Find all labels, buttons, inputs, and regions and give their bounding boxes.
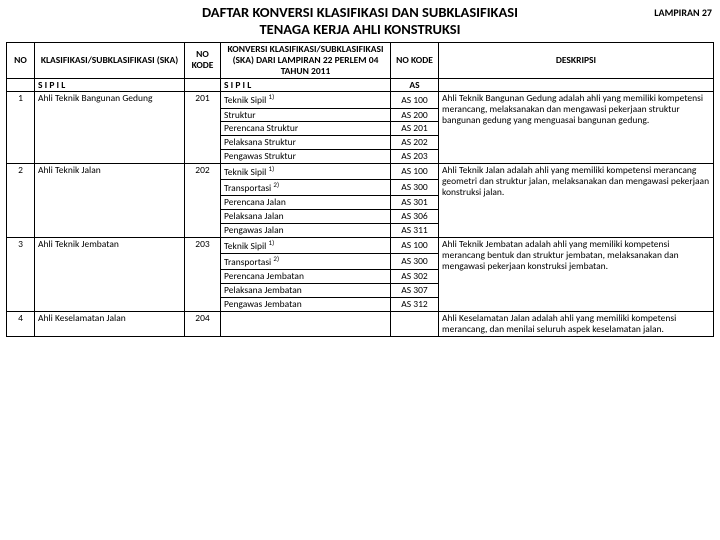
cell-kode2: AS 100	[391, 238, 439, 254]
cell-no: 1	[7, 92, 35, 164]
header: DAFTAR KONVERSI KLASIFIKASI DAN SUBKLASI…	[6, 4, 714, 39]
cell-kode2: AS 100	[391, 92, 439, 108]
cell-konv: Pengawas Jembatan	[221, 298, 391, 312]
cell-konv: Pelaksana Jalan	[221, 210, 391, 224]
table-row: 2Ahli Teknik Jalan202Teknik Sipil 1)AS 1…	[7, 164, 714, 180]
cell-konv: Perencana Jalan	[221, 196, 391, 210]
cell-kode: 202	[185, 164, 221, 238]
conversion-table: NO KLASIFIKASI/SUBKLASIFIKASI (SKA) NO K…	[6, 42, 714, 337]
cat-left: S I P I L	[35, 78, 185, 92]
cell-kode2: AS 202	[391, 136, 439, 150]
cell-konv: Pelaksana Jembatan	[221, 284, 391, 298]
cell-no: 4	[7, 312, 35, 337]
col-kode1: NO KODE	[185, 42, 221, 78]
category-row: S I P I LS I P I LAS	[7, 78, 714, 92]
cell-konv: Perencana Struktur	[221, 122, 391, 136]
cell-kode2: AS 301	[391, 196, 439, 210]
lampiran-label: LAMPIRAN 27	[654, 6, 712, 19]
cell-desc: Ahli Teknik Jembatan adalah ahli yang me…	[439, 238, 714, 312]
cell-kode2: AS 302	[391, 270, 439, 284]
cell-kode2: AS 307	[391, 284, 439, 298]
empty-cell	[185, 78, 221, 92]
cell-kode2: AS 203	[391, 150, 439, 164]
cell-konv: Struktur	[221, 108, 391, 122]
cell-kode2: AS 306	[391, 210, 439, 224]
col-ska: KLASIFIKASI/SUBKLASIFIKASI (SKA)	[35, 42, 185, 78]
page-title: DAFTAR KONVERSI KLASIFIKASI DAN SUBKLASI…	[6, 4, 714, 39]
cell-no: 3	[7, 238, 35, 312]
col-desc: DESKRIPSI	[439, 42, 714, 78]
cell-kode: 203	[185, 238, 221, 312]
cell-desc: Ahli Keselamatan Jalan adalah ahli yang …	[439, 312, 714, 337]
cell-kode: 204	[185, 312, 221, 337]
cell-kode2	[391, 312, 439, 337]
cell-konv	[221, 312, 391, 337]
col-kode2: NO KODE	[391, 42, 439, 78]
cell-konv: Transportasi 2)	[221, 180, 391, 196]
title-line1: DAFTAR KONVERSI KLASIFIKASI DAN SUBKLASI…	[202, 3, 518, 21]
cell-konv: Perencana Jembatan	[221, 270, 391, 284]
cell-konv: Teknik Sipil 1)	[221, 92, 391, 108]
cell-konv: Pelaksana Struktur	[221, 136, 391, 150]
cell-kode2: AS 312	[391, 298, 439, 312]
cell-no: 2	[7, 164, 35, 238]
cell-kode2: AS 100	[391, 164, 439, 180]
cell-kode2: AS 300	[391, 254, 439, 270]
cell-konv: Pengawas Jalan	[221, 224, 391, 238]
empty-cell	[439, 78, 714, 92]
cell-konv: Pengawas Struktur	[221, 150, 391, 164]
cell-kode2: AS 311	[391, 224, 439, 238]
table-row: 1Ahli Teknik Bangunan Gedung201Teknik Si…	[7, 92, 714, 108]
cell-kode2: AS 300	[391, 180, 439, 196]
title-line2: TENAGA KERJA AHLI KONSTRUKSI	[259, 20, 460, 38]
cell-ska: Ahli Teknik Jembatan	[35, 238, 185, 312]
cell-desc: Ahli Teknik Bangunan Gedung adalah ahli …	[439, 92, 714, 164]
cell-konv: Teknik Sipil 1)	[221, 164, 391, 180]
table-row: 4Ahli Keselamatan Jalan204 Ahli Keselamat…	[7, 312, 714, 337]
cat-right: AS	[391, 78, 439, 92]
cell-konv: Teknik Sipil 1)	[221, 238, 391, 254]
cell-desc: Ahli Teknik Jalan adalah ahli yang memil…	[439, 164, 714, 238]
table-header-row: NO KLASIFIKASI/SUBKLASIFIKASI (SKA) NO K…	[7, 42, 714, 78]
table-row: 3Ahli Teknik Jembatan203Teknik Sipil 1)A…	[7, 238, 714, 254]
cell-ska: Ahli Keselamatan Jalan	[35, 312, 185, 337]
col-no: NO	[7, 42, 35, 78]
empty-cell	[7, 78, 35, 92]
cell-ska: Ahli Teknik Jalan	[35, 164, 185, 238]
cat-mid: S I P I L	[221, 78, 391, 92]
cell-kode2: AS 200	[391, 108, 439, 122]
cell-kode: 201	[185, 92, 221, 164]
cell-kode2: AS 201	[391, 122, 439, 136]
cell-ska: Ahli Teknik Bangunan Gedung	[35, 92, 185, 164]
col-konv: KONVERSI KLASIFIKASI/SUBKLASIFIKASI (SKA…	[221, 42, 391, 78]
cell-konv: Transportasi 2)	[221, 254, 391, 270]
